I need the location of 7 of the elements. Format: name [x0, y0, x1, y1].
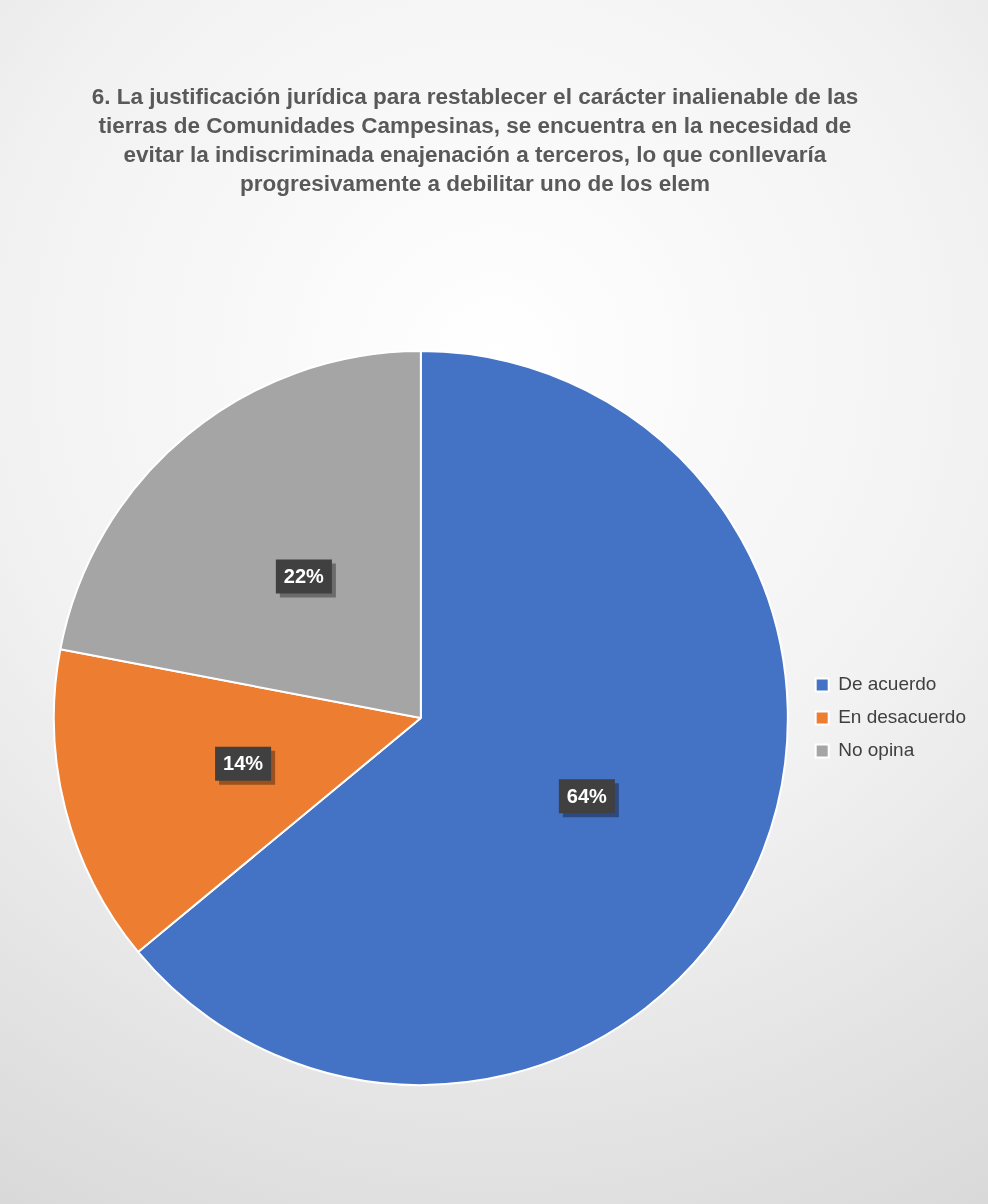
data-label: 64% [566, 784, 608, 807]
data-label: 14% [223, 752, 264, 775]
legend-label: De acuerdo [838, 673, 937, 695]
legend-label: No opina [838, 739, 915, 761]
legend-label: En desacuerdo [838, 706, 967, 728]
chart-title: 6. La justificación jurídica para restablecer el carácter inalienable de las tierras de Comunidades Campesinas, se encuentra en la necesidad de evitar la indiscriminada enajenación a terceros, lo que conllevaría progresivamente a debilitar uno de los elem [90, 83, 860, 198]
data-label: 22% [283, 565, 325, 588]
